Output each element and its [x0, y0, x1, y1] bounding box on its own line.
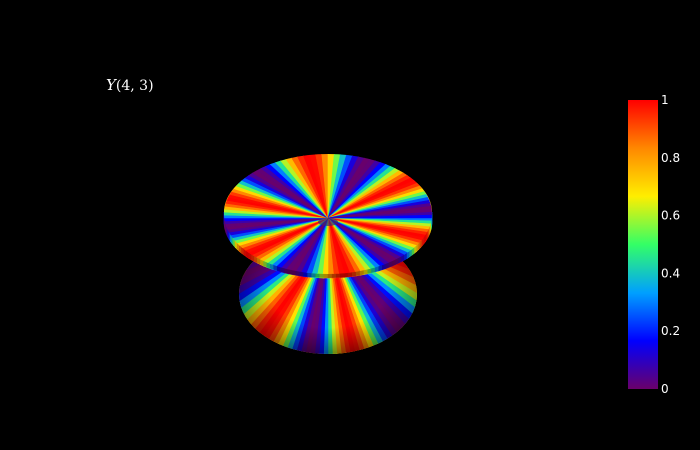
colorbar-tick-label: 0.2 — [661, 324, 680, 338]
upper-surface-segment — [327, 213, 432, 219]
title-args: (4, 3) — [116, 78, 154, 94]
colorbar-gradient — [628, 100, 658, 389]
colorbar[interactable]: 0 0.2 0.4 0.6 0.8 1 — [628, 93, 680, 396]
colorbar-tick-label: 0.6 — [661, 209, 680, 223]
surface-upper-lobe[interactable] — [193, 145, 463, 291]
chart-title: Y(4, 3) — [106, 76, 154, 94]
colorbar-tick-label: 0 — [661, 382, 669, 396]
colorbar-tick-label: 0.8 — [661, 151, 680, 165]
title-symbol: Y — [106, 76, 118, 94]
colorbar-tick-label: 1 — [661, 93, 669, 107]
colorbar-tick-label: 0.4 — [661, 266, 680, 280]
